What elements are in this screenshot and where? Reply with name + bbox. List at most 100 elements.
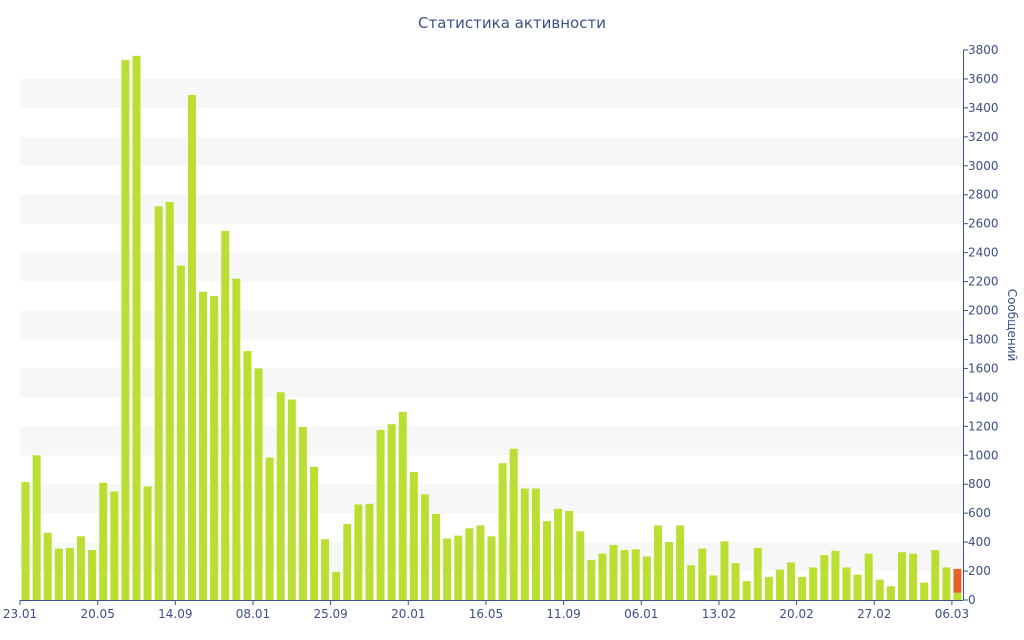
bar[interactable]	[709, 575, 718, 600]
bar[interactable]	[953, 592, 962, 600]
bar[interactable]	[298, 427, 307, 600]
x-tick-label: 20.01	[391, 607, 425, 621]
bar[interactable]	[531, 488, 540, 600]
y-tick-label: 200	[968, 564, 991, 578]
y-tick-label: 400	[968, 535, 991, 549]
bar[interactable]	[942, 567, 951, 600]
bar[interactable]	[587, 560, 596, 600]
bar[interactable]	[365, 503, 374, 600]
bar[interactable]	[565, 510, 574, 600]
bar[interactable]	[99, 482, 108, 600]
bar[interactable]	[753, 547, 762, 600]
y-tick-label: 1600	[968, 361, 999, 375]
bar[interactable]	[520, 488, 529, 600]
bar[interactable]	[554, 508, 563, 600]
bar[interactable]	[199, 291, 208, 600]
bar[interactable]	[665, 542, 673, 600]
y-tick-label: 2600	[968, 217, 999, 231]
bar[interactable]	[409, 471, 418, 600]
bar[interactable]	[287, 399, 296, 600]
y-tick-label: 1000	[968, 448, 999, 462]
bar[interactable]	[132, 55, 141, 600]
bar[interactable]	[742, 581, 751, 600]
x-tick-label: 20.05	[80, 607, 114, 621]
bar[interactable]	[332, 571, 341, 600]
bar[interactable]	[65, 547, 74, 600]
bar[interactable]	[698, 548, 707, 600]
bar[interactable]	[931, 550, 940, 600]
bar[interactable]	[110, 491, 119, 600]
bar[interactable]	[343, 524, 352, 600]
bar[interactable]	[576, 531, 585, 600]
bar[interactable]	[465, 528, 474, 600]
bar[interactable]	[687, 565, 696, 600]
bar[interactable]	[853, 574, 862, 600]
bar[interactable]	[321, 539, 330, 600]
x-tick-label: 11.09	[546, 607, 580, 621]
bar[interactable]	[764, 576, 773, 600]
bar[interactable]	[210, 296, 219, 600]
bar[interactable]	[897, 552, 906, 600]
bar[interactable]	[432, 513, 441, 600]
bar[interactable]	[798, 576, 807, 600]
bar[interactable]	[454, 535, 463, 600]
bar[interactable]	[720, 541, 729, 600]
bar-highlight[interactable]	[953, 568, 962, 593]
bar[interactable]	[476, 525, 485, 600]
bar[interactable]	[32, 455, 41, 600]
bar[interactable]	[54, 548, 63, 600]
bar[interactable]	[909, 553, 918, 600]
y-tick-label: 600	[968, 506, 991, 520]
bar[interactable]	[809, 567, 818, 600]
bar[interactable]	[864, 553, 873, 600]
bar[interactable]	[775, 569, 784, 600]
bar[interactable]	[842, 567, 851, 600]
x-tick-label: 23.01	[3, 607, 37, 621]
bar[interactable]	[276, 392, 285, 600]
bar[interactable]	[77, 536, 86, 600]
bar[interactable]	[631, 549, 640, 600]
bar[interactable]	[509, 448, 518, 600]
bar[interactable]	[487, 536, 496, 600]
bar[interactable]	[121, 60, 130, 600]
bar[interactable]	[920, 582, 929, 600]
bar[interactable]	[176, 265, 185, 600]
bar[interactable]	[154, 206, 163, 600]
bar[interactable]	[620, 550, 629, 600]
bar[interactable]	[875, 579, 884, 600]
bar[interactable]	[88, 550, 97, 600]
bar[interactable]	[221, 230, 230, 600]
bar[interactable]	[265, 457, 274, 600]
bar[interactable]	[820, 555, 829, 600]
bar[interactable]	[609, 545, 618, 600]
bar[interactable]	[642, 556, 651, 600]
y-tick-label: 1800	[968, 332, 999, 346]
bar[interactable]	[831, 550, 840, 600]
bar[interactable]	[498, 463, 507, 600]
bar[interactable]	[398, 411, 407, 600]
bar[interactable]	[376, 429, 385, 600]
bar[interactable]	[443, 538, 452, 600]
bar[interactable]	[254, 368, 263, 600]
bar[interactable]	[787, 562, 796, 600]
bar[interactable]	[243, 351, 252, 600]
bar[interactable]	[387, 424, 396, 600]
bar[interactable]	[232, 278, 241, 600]
bar[interactable]	[310, 466, 318, 600]
bar[interactable]	[143, 486, 152, 600]
bar[interactable]	[165, 201, 174, 600]
bar[interactable]	[731, 563, 740, 600]
bar[interactable]	[43, 532, 52, 600]
bar[interactable]	[420, 494, 429, 600]
bar[interactable]	[886, 586, 895, 600]
bar[interactable]	[21, 482, 30, 600]
bar[interactable]	[187, 94, 196, 601]
bar[interactable]	[542, 521, 551, 600]
bar[interactable]	[354, 504, 363, 600]
bar[interactable]	[676, 525, 685, 600]
bar[interactable]	[598, 553, 607, 600]
bar[interactable]	[653, 525, 662, 600]
grid-band	[20, 136, 963, 166]
y-tick-label: 3600	[968, 72, 999, 86]
